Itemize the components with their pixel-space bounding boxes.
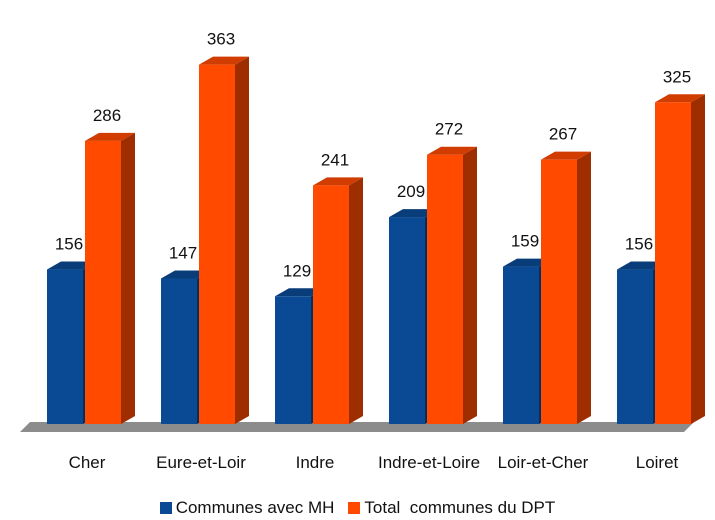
bar-front: [161, 278, 197, 424]
category-label-5: Loir-et-Cher: [498, 453, 589, 472]
legend-swatch-series-2: [348, 502, 361, 514]
category-label-6: Loiret: [636, 453, 679, 472]
bar-top: [617, 261, 667, 270]
bar-front: [655, 102, 691, 424]
bar-side: [349, 177, 363, 424]
bar-top: [199, 56, 249, 65]
bar-front: [313, 185, 349, 424]
floor-plane: [20, 422, 694, 432]
bar-top: [85, 132, 135, 141]
bar-2-3: [313, 177, 363, 424]
bar-2-1: [85, 132, 135, 425]
bar-front: [199, 64, 235, 424]
chart-floor: [20, 422, 694, 432]
bar-2-4: [427, 146, 477, 424]
value-label-1-4: 209: [397, 182, 425, 201]
bar-top: [655, 94, 705, 103]
bar-2-6: [655, 94, 705, 424]
category-label-1: Cher: [69, 453, 106, 472]
bar-top: [389, 209, 439, 218]
bar-front: [541, 159, 577, 425]
value-label-1-5: 159: [511, 232, 539, 251]
bar-top: [503, 258, 553, 267]
legend-item-series-2: Total communes du DPT: [348, 498, 555, 518]
value-label-2-6: 325: [663, 67, 691, 86]
bar-top: [161, 270, 211, 279]
bar-front: [47, 269, 83, 424]
bar-side: [121, 132, 135, 425]
bar-side: [577, 151, 591, 425]
category-label-2: Eure-et-Loir: [156, 453, 246, 472]
bar-side: [235, 56, 249, 424]
category-label-3: Indre: [296, 453, 335, 472]
value-label-2-3: 241: [321, 150, 349, 169]
legend-label-series-2: Total communes du DPT: [364, 498, 556, 517]
bar-top: [275, 288, 325, 297]
value-label-2-4: 272: [435, 120, 463, 139]
bar-front: [389, 217, 425, 424]
value-label-1-2: 147: [169, 243, 197, 262]
bars: [47, 56, 705, 425]
value-label-2-1: 286: [93, 106, 121, 125]
legend-item-series-1: Communes avec MH: [159, 498, 335, 518]
bar-2-5: [541, 151, 591, 425]
bar-top: [47, 261, 97, 270]
bar-front: [617, 269, 653, 424]
bar-2-2: [199, 56, 249, 424]
bar-side: [691, 94, 705, 424]
value-label-1-6: 156: [625, 235, 653, 254]
bar-side: [463, 146, 477, 424]
bar-front: [85, 140, 121, 425]
legend-label-series-1: Communes avec MH: [175, 498, 335, 517]
category-labels: Cher Eure-et-Loir Indre Indre-et-Loire Loir-…: [69, 453, 679, 472]
legend-swatch-series-1: [159, 502, 172, 514]
value-label-2-5: 267: [549, 125, 577, 144]
bar-top: [427, 146, 477, 155]
value-label-1-3: 129: [283, 261, 311, 280]
bar-top: [313, 177, 363, 186]
value-label-2-2: 363: [207, 30, 235, 49]
bar-front: [275, 296, 311, 424]
bar-front: [503, 266, 539, 424]
value-labels: 156 286 147 363 129 241 209 272 159 267 156 325: [55, 30, 691, 281]
bar-front: [427, 154, 463, 424]
value-label-1-1: 156: [55, 235, 83, 254]
category-label-4: Indre-et-Loire: [378, 453, 480, 472]
bar-top: [541, 151, 591, 160]
legend: Communes avec MH Total communes du DPT: [0, 496, 715, 520]
